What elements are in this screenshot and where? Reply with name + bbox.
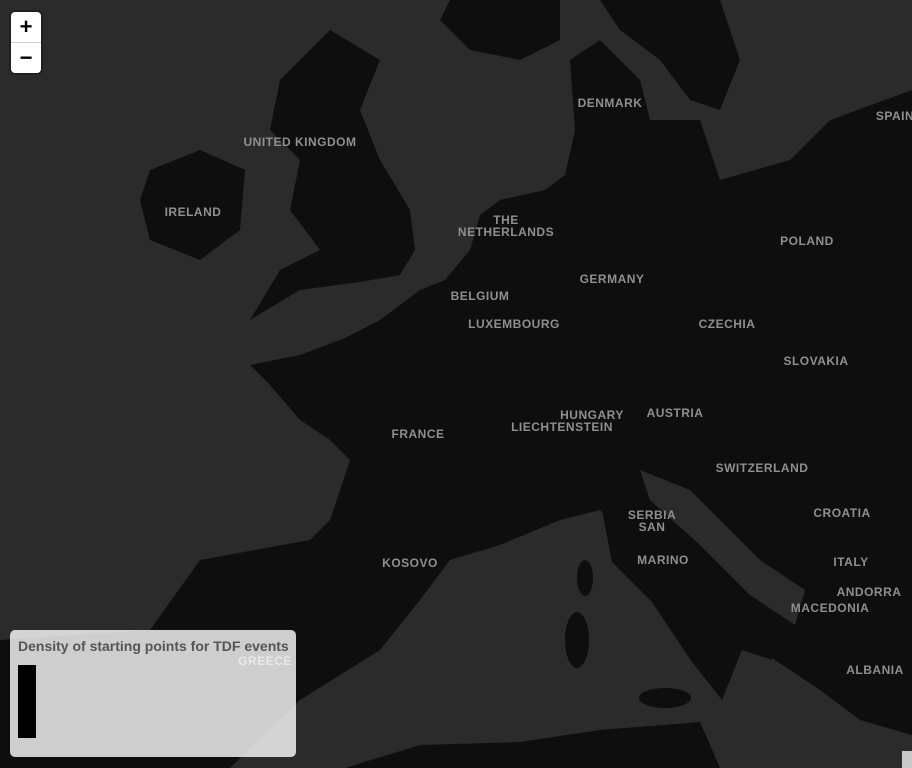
sea [720, 0, 912, 160]
land [577, 560, 593, 596]
land [600, 500, 772, 700]
countrie-label: ANDORRA [837, 585, 902, 599]
land [639, 688, 691, 708]
sea [640, 470, 805, 625]
countrie-label: GERMANY [580, 272, 645, 286]
countrie-label: ALBANIA [846, 663, 904, 677]
countrie-label: CZECHIA [699, 317, 756, 331]
countrie-label: THE [493, 213, 519, 227]
land [140, 150, 245, 260]
countrie-label: SERBIA [628, 508, 676, 522]
zoom-control: + − [11, 12, 41, 73]
land [345, 722, 720, 768]
zoom-in-button[interactable]: + [19, 14, 33, 39]
countrie-label: SPAIN [876, 109, 912, 123]
countrie-label: NETHERLANDS [458, 225, 554, 239]
countrie-label: SAN [639, 520, 666, 534]
countrie-label: POLAND [780, 234, 834, 248]
land [565, 612, 589, 668]
countrie-label: CROATIA [813, 506, 870, 520]
attribution [902, 751, 912, 768]
countrie-label: BELGIUM [451, 289, 510, 303]
countrie-label: HUNGARY [560, 408, 624, 422]
land [440, 0, 740, 110]
countrie-label: UNITED KINGDOM [244, 135, 357, 149]
countrie-label: SWITZERLAND [716, 461, 809, 475]
countrie-label: LUXEMBOURG [468, 317, 560, 331]
legend-scale [18, 665, 36, 738]
countrie-label: MACEDONIA [791, 601, 870, 615]
countrie-label: IRELAND [165, 205, 222, 219]
legend-title: Density of starting points for TDF event… [18, 638, 289, 654]
countrie-label: DENMARK [578, 96, 643, 110]
color-ramp [18, 665, 36, 738]
land [250, 30, 415, 320]
countrie-label: AUSTRIA [647, 406, 704, 420]
countrie-label: LIECHTENSTEIN [511, 420, 613, 434]
countrie-label: FRANCE [392, 427, 445, 441]
zoom-out-button[interactable]: − [11, 42, 41, 73]
countrie-label: SLOVAKIA [783, 354, 848, 368]
countrie-label: KOSOVO [382, 556, 438, 570]
countrie-label: ITALY [833, 555, 868, 569]
countrie-label: MARINO [637, 553, 689, 567]
legend: Density of starting points for TDF event… [10, 630, 296, 757]
